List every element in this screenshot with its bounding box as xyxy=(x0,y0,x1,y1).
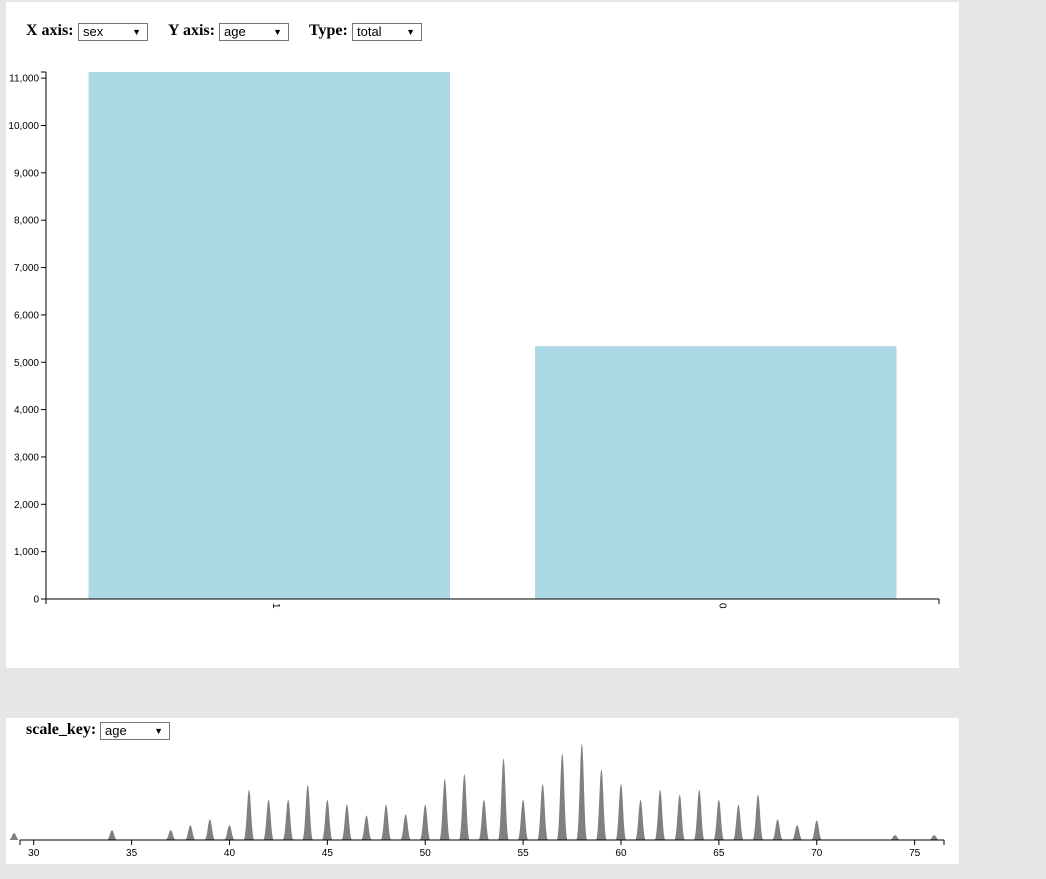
bar-0 xyxy=(535,346,897,599)
scale-key-label: scale_key: xyxy=(26,721,97,738)
x-tick-label: 40 xyxy=(224,848,236,859)
y-tick-label: 4,000 xyxy=(14,405,39,416)
y-tick-label: 11,000 xyxy=(9,74,39,85)
triangle-down-icon: ▼ xyxy=(154,726,163,736)
x-tick-label: 50 xyxy=(420,848,432,859)
y-tick-label: 6,000 xyxy=(14,310,39,321)
y-tick-label: 9,000 xyxy=(14,168,39,179)
type-select-value: total xyxy=(357,24,382,39)
y-axis-select[interactable]: age ▼ xyxy=(219,23,289,41)
x-tick-label: 55 xyxy=(518,848,530,859)
scale-key-select[interactable]: age ▼ xyxy=(100,722,170,740)
x-tick-label: 65 xyxy=(713,848,725,859)
x-tick-label: 35 xyxy=(126,848,138,859)
y-tick-label: 0 xyxy=(33,595,39,606)
y-axis-label: Y axis: xyxy=(168,22,215,39)
x-axis-select-value: sex xyxy=(83,24,104,39)
y-axis-select-value: age xyxy=(224,24,246,39)
x-axis-label: X axis: xyxy=(26,22,74,39)
triangle-down-icon: ▼ xyxy=(273,27,282,37)
x-axis-select[interactable]: sex ▼ xyxy=(78,23,148,41)
type-label: Type: xyxy=(309,22,348,39)
x-tick-label: 30 xyxy=(28,848,40,859)
scale-key-panel: scale_key: age ▼ 30 35 40 45 50 55 60 65 70 75 xyxy=(6,718,959,864)
triangle-down-icon: ▼ xyxy=(406,27,415,37)
y-tick-label: 3,000 xyxy=(14,452,39,463)
bar-chart: 0 1,000 2,000 3,000 4,000 5,000 6,000 7,000 8,00… xyxy=(8,71,940,609)
x-tick-label: 45 xyxy=(322,848,334,859)
y-tick-label: 10,000 xyxy=(8,121,39,132)
x-tick-label: 75 xyxy=(909,848,921,859)
main-chart-panel: X axis: sex ▼ Y axis: age ▼ Type: total … xyxy=(6,2,959,668)
x-tick-label: 0 xyxy=(716,603,727,609)
type-select[interactable]: total ▼ xyxy=(352,23,422,41)
x-tick-label: 1 xyxy=(270,603,281,609)
y-tick-label: 8,000 xyxy=(14,216,39,227)
density-chart: 30 35 40 45 50 55 60 65 70 75 xyxy=(8,743,945,859)
x-tick-label: 70 xyxy=(811,848,823,859)
y-tick-label: 2,000 xyxy=(14,500,39,511)
scale-key-select-value: age xyxy=(105,723,127,738)
y-tick-label: 1,000 xyxy=(14,547,39,558)
y-tick-label: 5,000 xyxy=(14,358,39,369)
density-area xyxy=(8,743,944,840)
bar-1 xyxy=(88,72,450,599)
x-tick-label: 60 xyxy=(615,848,627,859)
triangle-down-icon: ▼ xyxy=(132,27,141,37)
y-tick-label: 7,000 xyxy=(14,263,39,274)
